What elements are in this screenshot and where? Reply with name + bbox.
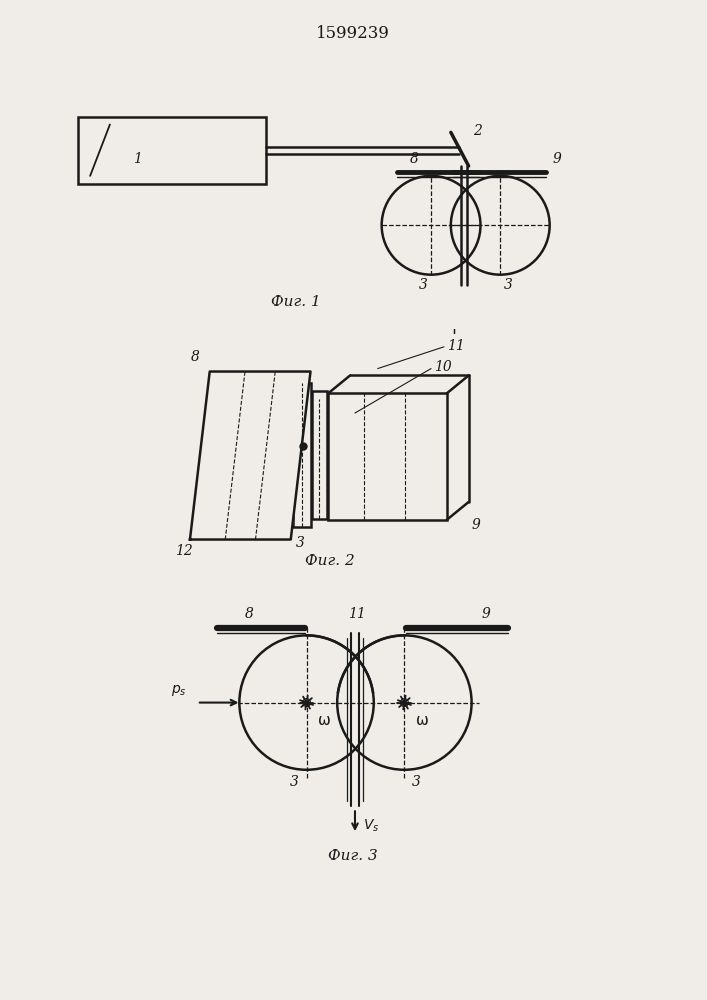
Text: 1599239: 1599239 <box>316 25 390 42</box>
Text: 3: 3 <box>411 775 421 789</box>
Text: 1: 1 <box>133 152 142 166</box>
Text: 8: 8 <box>410 152 419 166</box>
Text: Фиг. 2: Фиг. 2 <box>305 554 355 568</box>
Text: 9: 9 <box>482 607 491 621</box>
Text: 11: 11 <box>348 607 366 621</box>
Text: 2: 2 <box>472 124 481 138</box>
Bar <box>312 391 327 519</box>
Text: 3: 3 <box>296 536 305 550</box>
Text: 9: 9 <box>553 152 561 166</box>
Text: 3: 3 <box>291 775 299 789</box>
Bar <box>78 117 266 184</box>
Text: 8: 8 <box>245 607 254 621</box>
Text: Фиг. 1: Фиг. 1 <box>271 295 320 309</box>
Text: 9: 9 <box>472 518 481 532</box>
Bar <box>293 383 310 527</box>
Circle shape <box>303 699 310 707</box>
Text: 10: 10 <box>434 360 452 374</box>
Text: Фиг. 3: Фиг. 3 <box>328 849 378 863</box>
Text: ': ' <box>451 328 456 346</box>
Text: $p_s$: $p_s$ <box>171 683 187 698</box>
Text: ω: ω <box>318 713 331 728</box>
Text: 3: 3 <box>503 278 513 292</box>
Text: 3: 3 <box>419 278 428 292</box>
Circle shape <box>400 699 409 707</box>
Text: $V_s$: $V_s$ <box>363 818 379 834</box>
Polygon shape <box>190 372 310 540</box>
Text: 11: 11 <box>447 339 464 353</box>
Text: ω: ω <box>416 713 429 728</box>
Text: 8: 8 <box>190 350 199 364</box>
Bar <box>328 393 447 520</box>
Text: 12: 12 <box>175 544 193 558</box>
